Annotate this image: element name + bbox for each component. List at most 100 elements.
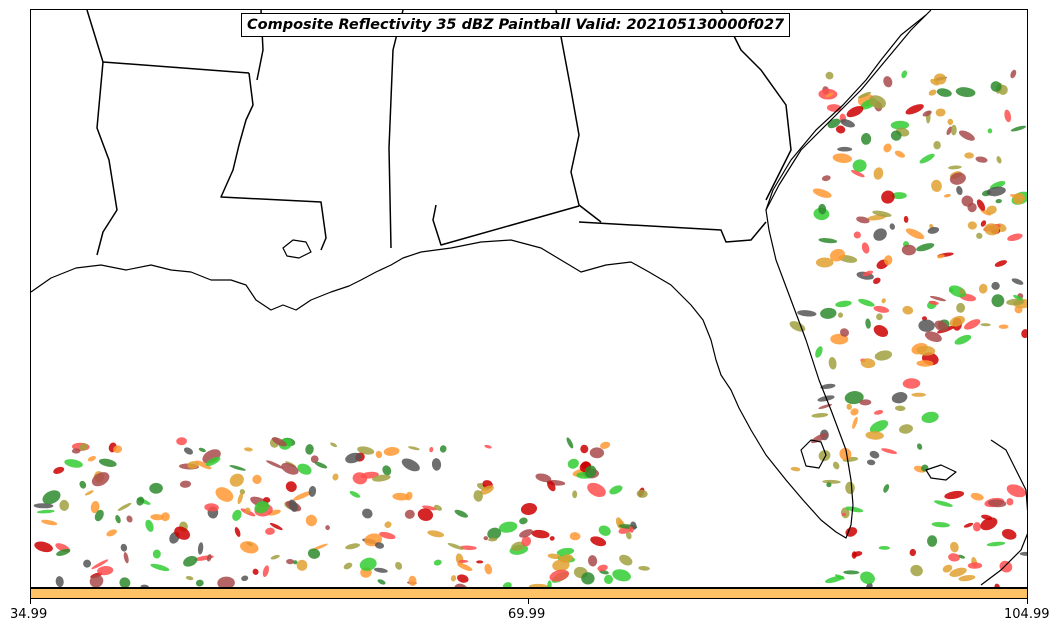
- reflectivity-blob: [382, 465, 392, 476]
- reflectivity-blob: [883, 143, 892, 153]
- reflectivity-blob: [937, 254, 945, 259]
- reflectivity-blob: [797, 310, 817, 317]
- lake-pontchartrain: [282, 239, 312, 259]
- reflectivity-blob: [215, 487, 234, 502]
- reflectivity-blob: [439, 445, 447, 453]
- reflectivity-blob: [866, 459, 876, 466]
- reflectivity-blob: [89, 574, 104, 587]
- reflectivity-blob: [217, 576, 235, 587]
- border-al-fl: [432, 204, 580, 246]
- reflectivity-blob: [994, 583, 1000, 587]
- reflectivity-blob: [820, 383, 836, 390]
- reflectivity-blob: [1001, 528, 1017, 540]
- reflectivity-blob: [825, 71, 834, 80]
- map-title: Composite Reflectivity 35 dBZ Paintball …: [241, 13, 791, 37]
- reflectivity-blob: [972, 522, 982, 532]
- reflectivity-blob: [919, 153, 935, 164]
- border-ga-fl: [578, 221, 767, 243]
- colorbar-tick-mark-start: [30, 599, 31, 604]
- reflectivity-blob: [954, 334, 972, 345]
- reflectivity-blob: [990, 81, 1002, 92]
- reflectivity-blob: [556, 547, 575, 556]
- reflectivity-blob: [916, 243, 935, 252]
- reflectivity-blob: [967, 221, 977, 230]
- reflectivity-blob: [559, 554, 573, 563]
- reflectivity-blob: [924, 331, 942, 342]
- reflectivity-blob: [270, 554, 280, 560]
- reflectivity-blob: [590, 536, 607, 547]
- reflectivity-blob: [931, 179, 942, 192]
- reflectivity-blob: [234, 527, 241, 537]
- reflectivity-blob: [179, 480, 192, 488]
- reflectivity-blob: [949, 315, 965, 327]
- reflectivity-blob: [293, 560, 298, 565]
- reflectivity-blob: [1007, 233, 1023, 242]
- reflectivity-blob: [884, 255, 893, 266]
- reflectivity-blob: [927, 226, 940, 234]
- reflectivity-blob: [447, 542, 464, 550]
- reflectivity-blob: [980, 220, 987, 227]
- reflectivity-blob: [205, 456, 221, 467]
- reflectivity-blob: [429, 446, 434, 453]
- reflectivity-blob: [839, 328, 850, 337]
- reflectivity-blob: [34, 541, 53, 553]
- reflectivity-blob: [314, 461, 328, 469]
- reflectivity-blob: [857, 91, 872, 99]
- border-ar-la: [86, 10, 250, 74]
- reflectivity-blob: [379, 531, 396, 540]
- reflectivity-blob: [946, 126, 953, 136]
- reflectivity-blob: [856, 216, 870, 224]
- reflectivity-blob: [832, 153, 852, 163]
- reflectivity-blob: [229, 465, 246, 471]
- reflectivity-blob: [64, 459, 83, 468]
- reflectivity-blob: [881, 190, 895, 204]
- reflectivity-blob: [305, 444, 314, 455]
- reflectivity-blob: [401, 458, 420, 472]
- reflectivity-blob: [889, 223, 895, 230]
- reflectivity-blob: [964, 152, 974, 159]
- reflectivity-blob: [140, 584, 149, 587]
- reflectivity-blob: [996, 156, 1002, 164]
- reflectivity-blob: [357, 446, 375, 455]
- reflectivity-blob: [42, 490, 61, 505]
- reflectivity-blob: [547, 480, 556, 492]
- reflectivity-blob: [265, 527, 275, 535]
- reflectivity-blob: [269, 522, 283, 531]
- colorbar-tick-label-mid: 69.99: [508, 607, 546, 622]
- colorbar-tick-label-start: 34.99: [10, 607, 48, 622]
- reflectivity-blob: [958, 130, 975, 141]
- reflectivity-blob: [183, 447, 194, 455]
- reflectivity-blob: [828, 357, 837, 370]
- reflectivity-blob: [636, 489, 648, 498]
- reflectivity-blob: [589, 447, 605, 459]
- reflectivity-blob: [71, 448, 81, 454]
- reflectivity-blob: [384, 521, 392, 528]
- reflectivity-blob: [325, 525, 330, 531]
- reflectivity-blob: [262, 565, 270, 578]
- reflectivity-blob: [136, 496, 145, 506]
- reflectivity-blob: [547, 553, 561, 560]
- reflectivity-blob: [878, 545, 890, 550]
- reflectivity-blob: [789, 321, 806, 332]
- reflectivity-blob: [869, 450, 880, 459]
- reflectivity-blob: [549, 536, 555, 541]
- reflectivity-blob: [519, 529, 533, 538]
- reflectivity-blob: [53, 466, 65, 474]
- colorbar-tick-mark-mid: [528, 599, 529, 604]
- reflectivity-blob: [948, 553, 960, 562]
- reflectivity-blob: [434, 504, 442, 511]
- reflectivity-blob: [79, 443, 88, 451]
- reflectivity-blob: [825, 92, 834, 98]
- reflectivity-blob: [454, 509, 469, 518]
- reflectivity-blob: [844, 391, 864, 405]
- reflectivity-blob: [628, 526, 634, 533]
- reflectivity-blob: [197, 542, 204, 555]
- reflectivity-blob: [422, 505, 437, 511]
- reflectivity-blob: [990, 181, 1006, 190]
- coastline: [31, 10, 1027, 586]
- reflectivity-blob: [549, 569, 570, 582]
- reflectivity-blob: [916, 443, 923, 450]
- reflectivity-blob: [569, 532, 581, 541]
- reflectivity-blob: [901, 70, 908, 79]
- reflectivity-blob: [1019, 551, 1027, 556]
